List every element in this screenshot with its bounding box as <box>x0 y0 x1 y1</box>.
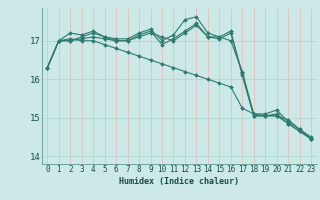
X-axis label: Humidex (Indice chaleur): Humidex (Indice chaleur) <box>119 177 239 186</box>
